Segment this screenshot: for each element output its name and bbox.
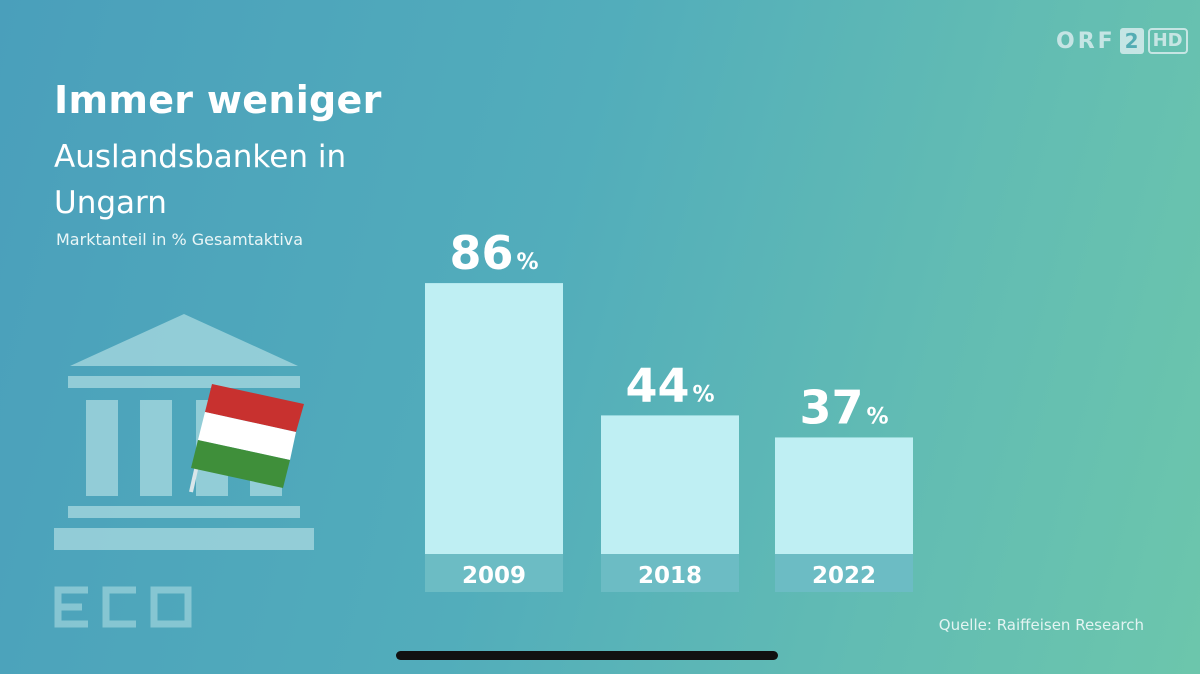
data-label-2022: 37% — [799, 380, 888, 434]
tick-label-2022: 2022 — [812, 563, 876, 589]
bar-2022 — [775, 437, 913, 554]
bar-2009 — [425, 283, 563, 554]
home-indicator[interactable] — [396, 651, 778, 660]
channel-logo: ORF 2 HD — [1056, 26, 1188, 56]
unit-note: Marktanteil in % Gesamtaktiva — [56, 230, 304, 249]
category-band-2022 — [775, 554, 913, 592]
hungary-flag-icon — [189, 384, 304, 493]
tick-label-2018: 2018 — [638, 563, 702, 589]
channel-logo-number: 2 — [1119, 28, 1144, 54]
chart-title: Immer weniger — [54, 78, 382, 122]
tick-label-2009: 2009 — [462, 563, 526, 589]
data-label-2018: 44% — [625, 358, 714, 412]
data-label-2009: 86% — [449, 226, 538, 280]
category-band-2009 — [425, 554, 563, 592]
category-band-2018 — [601, 554, 739, 592]
channel-logo-orf: ORF — [1056, 28, 1116, 54]
eco-watermark-logo — [54, 586, 192, 628]
bar-2018 — [601, 415, 739, 554]
chart-subtitle: Auslandsbanken in Ungarn — [54, 139, 347, 221]
source-note: Quelle: Raiffeisen Research — [938, 616, 1144, 634]
channel-logo-hd: HD — [1147, 28, 1188, 54]
bank-building-icon — [54, 314, 314, 550]
